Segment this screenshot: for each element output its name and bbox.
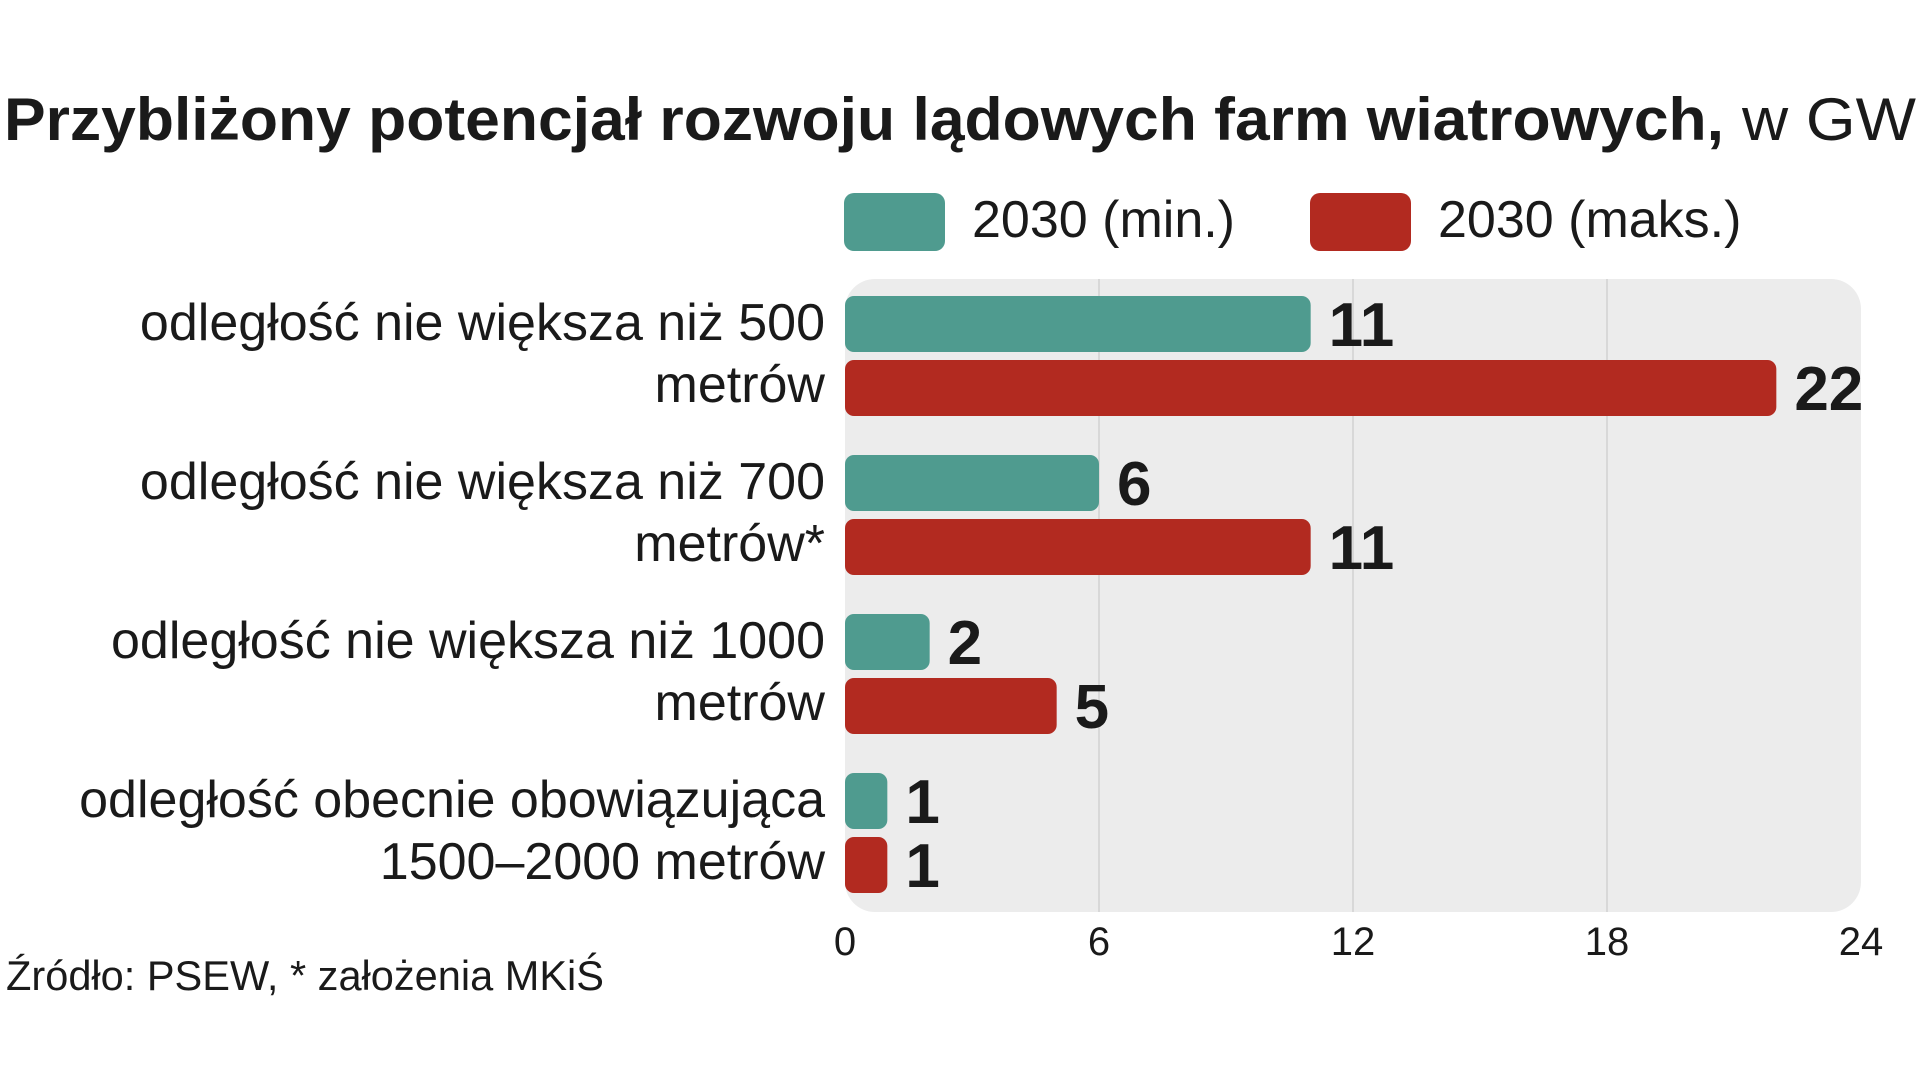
legend: 2030 (min.) 2030 (maks.) [844, 191, 1741, 251]
legend-label: 2030 (maks.) [1438, 191, 1741, 249]
data-label: 1 [905, 768, 939, 837]
bar [845, 678, 1057, 734]
category-label: metrów [655, 674, 826, 732]
category-label: metrów [655, 356, 826, 414]
bar [845, 837, 888, 893]
x-tick-label: 0 [834, 920, 856, 964]
category-label: odległość nie większa niż 1000 [111, 612, 825, 670]
category-label: odległość obecnie obowiązująca [79, 771, 825, 829]
data-label: 11 [1329, 514, 1395, 583]
bar [845, 455, 1099, 511]
legend-swatch [1310, 193, 1411, 251]
data-label: 2 [948, 609, 982, 678]
category-label: metrów* [634, 515, 825, 573]
bar [845, 773, 888, 829]
category-label: 1500–2000 metrów [380, 833, 826, 891]
legend-swatch [844, 193, 945, 251]
bar [845, 360, 1777, 416]
chart-title-unit: w GW [1741, 86, 1916, 153]
bar [845, 296, 1311, 352]
bar [845, 614, 930, 670]
category-label: odległość nie większa niż 700 [140, 453, 825, 511]
x-axis-ticks: 0 6 12 18 24 [834, 920, 1883, 964]
bars: 11 22 6 11 2 5 11 [845, 291, 1863, 901]
data-label: 5 [1075, 673, 1109, 742]
category-label: odległość nie większa niż 500 [140, 294, 825, 352]
x-tick-label: 12 [1331, 920, 1376, 964]
data-label: 22 [1794, 355, 1863, 424]
legend-label: 2030 (min.) [972, 191, 1235, 249]
x-tick-label: 18 [1585, 920, 1630, 964]
data-label: 6 [1117, 450, 1151, 519]
data-label: 11 [1329, 291, 1395, 360]
source-note: Źródło: PSEW, * założenia MKiŚ [6, 951, 604, 999]
x-tick-label: 24 [1839, 920, 1884, 964]
chart-title: Przybliżony potencjał rozwoju lądowych f… [4, 86, 1724, 153]
x-tick-label: 6 [1088, 920, 1110, 964]
category-labels: odległość nie większa niż 500metrówodleg… [79, 294, 825, 891]
bar [845, 519, 1311, 575]
data-label: 1 [905, 832, 939, 901]
